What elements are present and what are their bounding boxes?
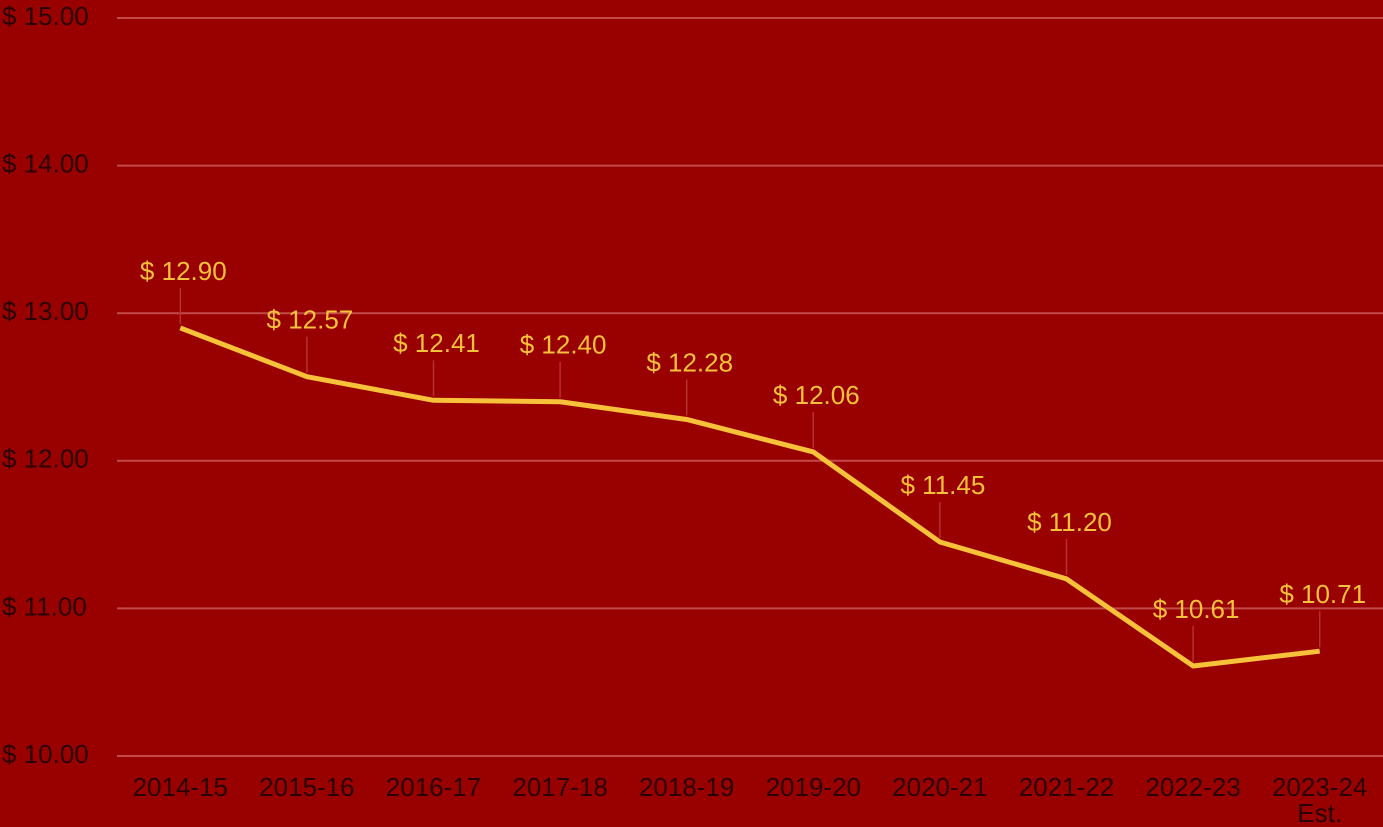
y-tick-label: $ 12.00 xyxy=(2,444,89,474)
x-tick-label: 2016-17 xyxy=(385,772,482,802)
x-tick-label: 2014-15 xyxy=(132,772,228,802)
y-tick-label: $ 14.00 xyxy=(2,148,89,178)
data-label: $ 12.06 xyxy=(773,380,860,410)
x-tick-label: 2022-23 xyxy=(1145,772,1241,802)
data-label: $ 12.40 xyxy=(520,330,607,360)
y-tick-label: $ 11.00 xyxy=(2,591,87,621)
data-label: $ 11.45 xyxy=(900,470,985,500)
data-label: $ 12.57 xyxy=(267,305,354,335)
x-tick-label: 2021-22 xyxy=(1018,772,1115,802)
y-tick-label: $ 13.00 xyxy=(2,296,89,326)
data-label: $ 10.71 xyxy=(1279,579,1366,609)
y-tick-label: $ 15.00 xyxy=(2,1,89,31)
x-tick-label: 2019-20 xyxy=(765,772,861,802)
x-tick-label: 2018-19 xyxy=(638,772,735,802)
y-tick-label: $ 10.00 xyxy=(2,739,89,769)
x-tick-label: 2020-21 xyxy=(892,772,988,802)
data-label: $ 10.61 xyxy=(1153,594,1240,624)
data-label: $ 11.20 xyxy=(1027,507,1112,537)
data-label: $ 12.90 xyxy=(140,256,227,286)
x-tick-label: 2015-16 xyxy=(259,772,355,802)
data-label: $ 12.41 xyxy=(393,328,480,358)
data-label: $ 12.28 xyxy=(646,347,733,377)
x-tick-label: 2017-18 xyxy=(512,772,608,802)
line xyxy=(179,325,1320,669)
x-tick-label: 2023-24 Est. xyxy=(1271,772,1368,827)
